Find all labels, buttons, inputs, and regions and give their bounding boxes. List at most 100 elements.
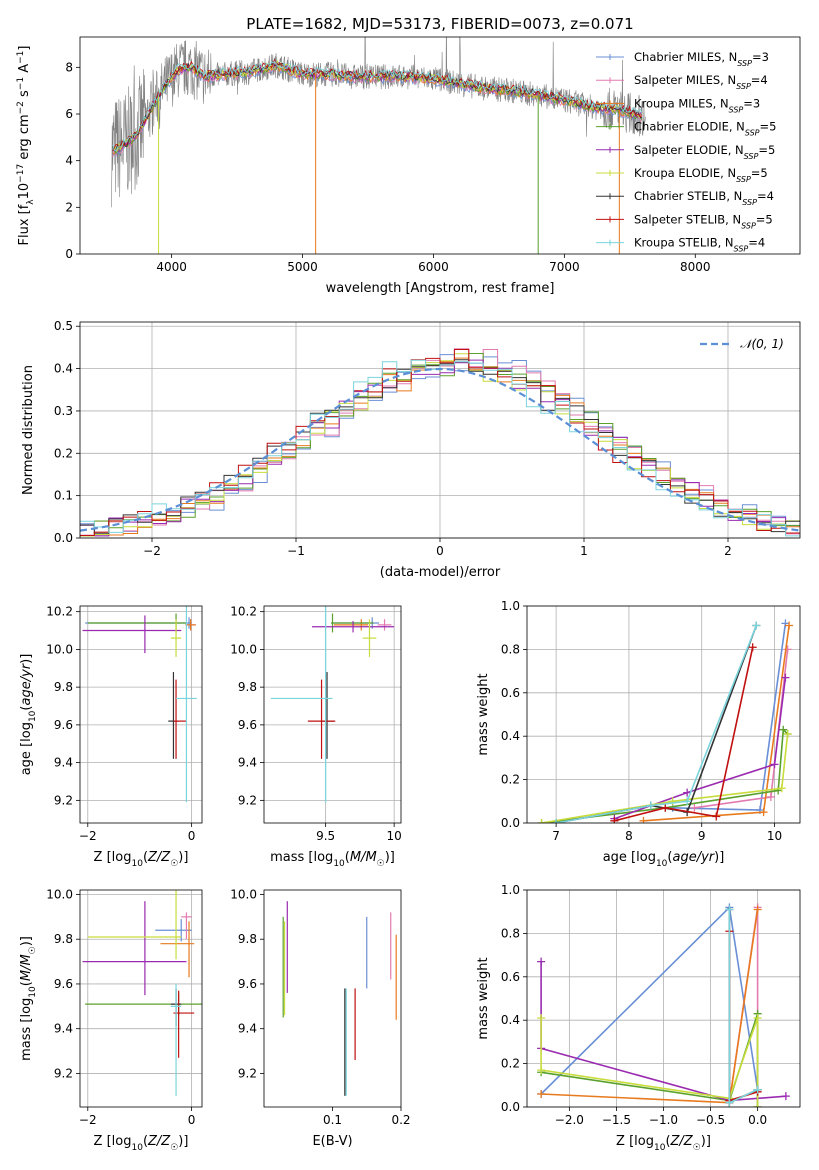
x-tick-label: 7000 xyxy=(549,260,580,274)
weight-marker xyxy=(725,1098,734,1107)
y-tick-label: 9.2 xyxy=(54,1066,73,1080)
x-tick-label: 5000 xyxy=(287,260,318,274)
weight-marker xyxy=(781,1092,790,1101)
legend-entry: Chabrier MILES, NSSP=3 xyxy=(634,50,769,68)
histogram-salpeter-elodie xyxy=(80,359,800,537)
y-tick-label: 0.2 xyxy=(501,773,520,787)
plot-area xyxy=(82,606,197,803)
legend-entry: Salpeter STELIB, NSSP=5 xyxy=(634,212,773,230)
y-tick-label: 0.6 xyxy=(501,970,520,984)
weight-marker xyxy=(753,905,762,914)
y-tick-label: 0.4 xyxy=(501,1013,520,1027)
y-tick-label: 10.0 xyxy=(46,642,73,656)
axes-frame xyxy=(526,605,801,824)
weight-marker xyxy=(712,812,721,821)
plot-area xyxy=(111,37,646,254)
histogram-chabrier-stelib xyxy=(80,359,800,534)
weight-line-salpeter-stelib xyxy=(614,647,754,822)
y-axis-label: Flux [fλ10−17 erg cm−2 s−1 A−1] xyxy=(16,46,36,246)
x-tick-label: 10 xyxy=(767,829,782,843)
panel-weight-vs-Z: −2.0 −1.5 −1.0 −0.5 0.0 0.0 0.2 0.4 0.6 0.8 1.0 Z [… xyxy=(476,883,801,1153)
axes-frame xyxy=(79,321,801,539)
x-tick-label: 9.5 xyxy=(316,829,335,843)
panel-spectrum: 4000 5000 6000 7000 8000 0 2 4 6 8 Chabrier MILES,… xyxy=(16,36,801,296)
y-tick-label: 6 xyxy=(65,107,73,121)
weight-marker xyxy=(690,803,699,812)
x-tick-label: 4000 xyxy=(156,260,187,274)
legend-entry: Salpeter ELODIE, NSSP=5 xyxy=(634,143,775,161)
y-tick-label: 9.4 xyxy=(238,1022,257,1036)
model-line-kroupa-stelib xyxy=(112,60,643,152)
x-tick-label: 0 xyxy=(188,1113,196,1127)
legend-entry: Salpeter MILES, NSSP=4 xyxy=(634,73,768,91)
x-axis-label: Z [log10(Z/Z☉)] xyxy=(94,850,189,869)
x-axis-label: mass [log10(M/M☉)] xyxy=(270,850,395,869)
x-tick-label: −1.5 xyxy=(602,1113,631,1127)
model-line-salpeter-stelib xyxy=(112,58,643,152)
axes-frame xyxy=(79,605,203,824)
x-tick-label: −1.0 xyxy=(649,1113,678,1127)
legend-entry: Kroupa MILES, NSSP=3 xyxy=(634,96,760,114)
y-tick-label: 0.6 xyxy=(501,686,520,700)
y-tick-label: 9.4 xyxy=(238,756,257,770)
weight-marker xyxy=(610,816,619,823)
x-tick-label: 7 xyxy=(552,829,560,843)
x-tick-label: −1 xyxy=(287,544,305,558)
x-tick-label: 8000 xyxy=(680,260,711,274)
x-tick-label: 1 xyxy=(580,544,588,558)
panel-residuals: −2 −1 0 1 2 0.0 0.1 0.2 0.3 0.4 0.5 𝒩(0, 1) (data-mo… xyxy=(21,319,801,580)
y-tick-label: 0.2 xyxy=(54,446,73,460)
weight-marker xyxy=(770,760,779,769)
weight-marker xyxy=(785,621,794,630)
axes-frame xyxy=(79,36,801,255)
y-axis-label: mass [log10(M/M☉)] xyxy=(19,936,38,1061)
y-tick-label: 0.4 xyxy=(501,729,520,743)
y-tick-label: 0.1 xyxy=(54,489,73,503)
y-tick-label: 0.0 xyxy=(54,531,73,545)
x-tick-label: 8 xyxy=(625,829,633,843)
y-tick-label: 8 xyxy=(65,60,73,74)
x-tick-label: 6000 xyxy=(418,260,449,274)
plot-area xyxy=(80,348,800,537)
x-tick-label: 0.1 xyxy=(323,1113,342,1127)
y-tick-label: 9.6 xyxy=(238,977,257,991)
axes-frame xyxy=(263,889,402,1108)
y-tick-label: 4 xyxy=(65,154,73,168)
y-tick-label: 1.0 xyxy=(501,883,520,897)
panel-weight-vs-age: 7 8 9 10 0.0 0.2 0.4 0.6 0.8 1.0 age [log10(age/yr… xyxy=(476,599,801,869)
plot-area xyxy=(537,903,790,1107)
weight-marker xyxy=(777,784,786,793)
y-tick-label: 9.8 xyxy=(54,680,73,694)
x-tick-label: 0 xyxy=(436,544,444,558)
weight-marker xyxy=(766,792,775,801)
histogram-kroupa-stelib xyxy=(80,359,800,537)
normal-curve xyxy=(80,367,800,532)
x-tick-label: 2 xyxy=(724,544,732,558)
y-tick-label: 9.8 xyxy=(238,932,257,946)
x-axis-label: Z [log10(Z/Z☉)] xyxy=(94,1134,189,1153)
panel-mass-vs-Z: −2 0 9.2 9.4 9.6 9.8 10.0 Z [log10(Z/Z☉)] mass [… xyxy=(19,887,203,1153)
axes-frame xyxy=(526,889,801,1108)
weight-marker xyxy=(725,905,734,914)
y-tick-label: 9.2 xyxy=(238,1066,257,1080)
y-tick-label: 0.0 xyxy=(501,816,520,830)
panel-age-vs-mass: 9.5 10 9.2 9.4 9.6 9.8 10.0 10.2 mass [log10(M/M… xyxy=(230,605,402,869)
weight-marker xyxy=(753,1103,762,1107)
plot-area xyxy=(282,901,397,1096)
y-tick-label: 9.8 xyxy=(238,680,257,694)
y-tick-label: 9.6 xyxy=(238,718,257,732)
y-axis-label: mass weight xyxy=(476,673,491,755)
axes-frame xyxy=(263,605,402,824)
y-tick-label: 0.0 xyxy=(501,1100,520,1114)
y-tick-label: 9.6 xyxy=(54,718,73,732)
weight-marker xyxy=(752,621,761,630)
y-tick-label: 9.8 xyxy=(54,932,73,946)
legend-entry: Chabrier ELODIE, NSSP=5 xyxy=(634,120,776,138)
weight-marker xyxy=(639,816,648,823)
weight-marker xyxy=(537,1066,546,1075)
weight-marker xyxy=(748,643,757,652)
weight-marker xyxy=(668,797,677,806)
y-axis-label: mass weight xyxy=(476,957,491,1039)
weight-marker xyxy=(759,808,768,817)
y-tick-label: 9.2 xyxy=(54,793,73,807)
